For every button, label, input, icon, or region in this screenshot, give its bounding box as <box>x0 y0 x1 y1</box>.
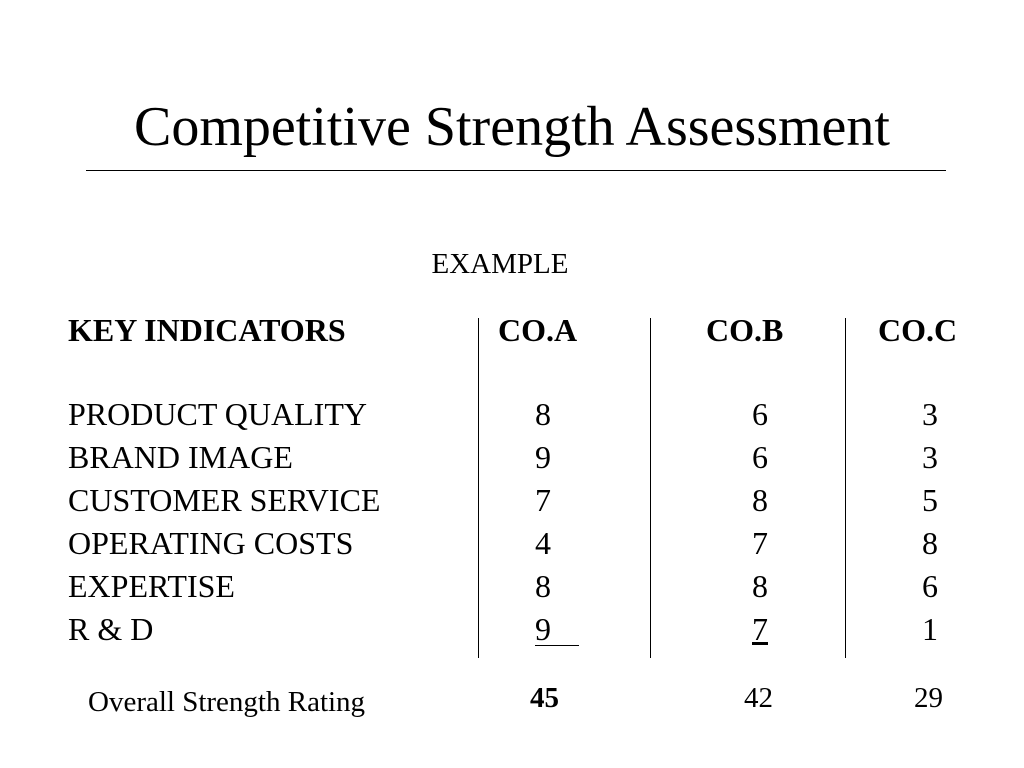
row-label-operating-costs: OPERATING COSTS <box>68 525 354 561</box>
header-co-a: CO.A <box>498 312 578 348</box>
cell-co-c: 5 <box>922 482 938 518</box>
title-divider <box>86 170 946 171</box>
cell-co-c: 8 <box>922 525 938 561</box>
total-co-b: 42 <box>744 682 773 714</box>
total-co-a: 45 <box>530 682 559 714</box>
cell-co-a: 8 <box>535 396 551 432</box>
slide-subtitle: EXAMPLE <box>431 248 569 280</box>
cell-co-a: 8 <box>535 568 551 604</box>
header-co-b: CO.B <box>706 312 784 348</box>
cell-co-b: 8 <box>752 482 768 518</box>
cell-co-a: 9 <box>535 609 579 649</box>
total-co-c: 29 <box>914 682 943 714</box>
row-label-brand-image: BRAND IMAGE <box>68 439 293 475</box>
row-label-customer-service: CUSTOMER SERVICE <box>68 482 381 518</box>
cell-co-c: 1 <box>922 611 938 647</box>
header-co-c: CO.C <box>878 312 958 348</box>
cell-co-a-value: 9 <box>535 613 579 646</box>
cell-co-a: 9 <box>535 439 551 475</box>
cell-co-c: 3 <box>922 439 938 475</box>
cell-co-b: 6 <box>752 396 768 432</box>
column-separator <box>478 318 479 658</box>
cell-co-b: 7 <box>752 609 768 649</box>
cell-co-c: 3 <box>922 396 938 432</box>
cell-co-b: 7 <box>752 525 768 561</box>
row-label-r-and-d: R & D <box>68 611 154 647</box>
slide-title: Competitive Strength Assessment <box>134 96 890 158</box>
row-label-expertise: EXPERTISE <box>68 568 235 604</box>
row-label-product-quality: PRODUCT QUALITY <box>68 396 367 432</box>
cell-co-c: 6 <box>922 568 938 604</box>
header-key-indicators: KEY INDICATORS <box>68 312 346 348</box>
column-separator <box>650 318 651 658</box>
cell-co-b-value: 7 <box>752 611 768 647</box>
cell-co-a: 7 <box>535 482 551 518</box>
cell-co-b: 8 <box>752 568 768 604</box>
cell-co-a: 4 <box>535 525 551 561</box>
cell-co-b: 6 <box>752 439 768 475</box>
column-separator <box>845 318 846 658</box>
overall-strength-label: Overall Strength Rating <box>88 686 366 718</box>
